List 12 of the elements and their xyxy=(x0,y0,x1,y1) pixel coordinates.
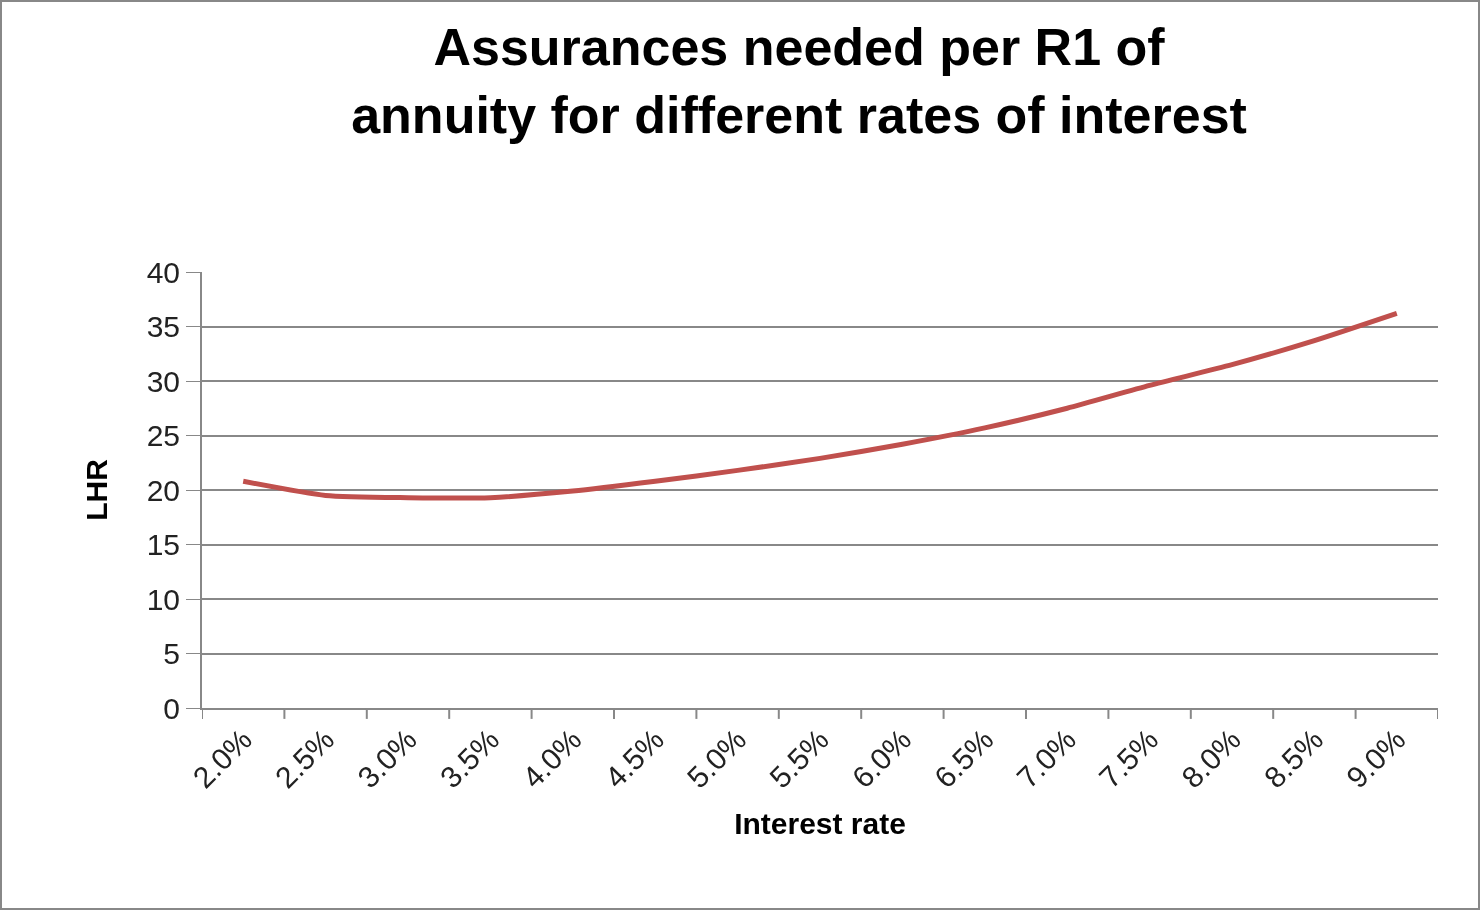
y-tick-label: 15 xyxy=(146,528,180,561)
x-axis-title: Interest rate xyxy=(734,807,906,841)
y-tick-label: 5 xyxy=(163,637,180,670)
y-tick-label: 40 xyxy=(146,255,180,289)
y-tick-label: 35 xyxy=(146,310,180,343)
y-axis-title: LHR xyxy=(80,458,114,521)
y-tick-label: 0 xyxy=(163,691,180,725)
y-tick-label: 30 xyxy=(146,364,180,398)
y-tick-label: 25 xyxy=(146,419,180,452)
y-tick-label: 10 xyxy=(146,582,180,616)
y-tick-label: 20 xyxy=(146,473,180,507)
chart-title: Assurances needed per R1 of annuity for different rates of interest xyxy=(351,18,1247,145)
